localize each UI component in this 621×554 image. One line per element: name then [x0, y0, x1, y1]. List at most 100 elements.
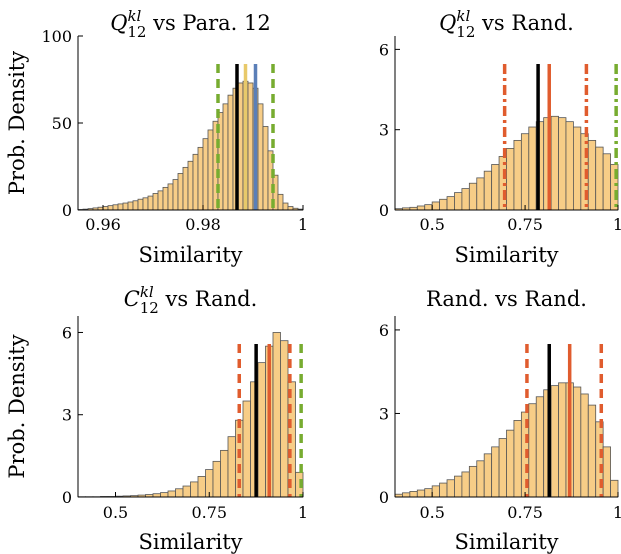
histogram-bar: [402, 492, 411, 498]
y-tick-label: 0: [62, 488, 72, 507]
histogram-bar: [498, 438, 507, 498]
histogram-bar: [277, 193, 284, 211]
histogram-bar: [190, 481, 199, 498]
histogram-bar: [416, 489, 426, 498]
histogram-bar: [132, 200, 139, 211]
chart-panel-4: 0 3 6 0.5 0.75 1 Similarity Rand. vs Rand.: [379, 287, 621, 554]
histogram-bar: [280, 340, 289, 498]
histogram-bar: [565, 121, 574, 211]
histogram-bar: [468, 465, 478, 498]
histogram-bar: [573, 386, 582, 498]
histogram-bar: [431, 485, 440, 498]
x-tick-label: 0.75: [191, 503, 227, 522]
histogram-bar: [137, 198, 144, 211]
histogram-bar: [187, 160, 194, 211]
histogram-bar: [247, 82, 254, 211]
histogram-bar: [513, 139, 522, 211]
histogram-bar: [157, 190, 164, 211]
histogram-bar: [424, 204, 433, 211]
x-tick-label: 1: [613, 215, 621, 234]
histogram-bar: [476, 460, 485, 498]
histogram-bar: [468, 182, 478, 211]
y-tick-label: 0: [379, 201, 389, 220]
histogram-bar: [409, 491, 418, 498]
y-tick-label: 0: [62, 201, 72, 220]
histogram-bar: [610, 479, 619, 498]
histogram-bar: [424, 488, 433, 498]
histogram-bar: [528, 403, 537, 498]
histogram-bar: [287, 206, 294, 211]
histogram-bar: [272, 332, 281, 498]
y-tick-label: 0: [379, 488, 389, 507]
chart-panel-3: 0 3 6 0.5 0.75 1 Similarity Prob. Density Ckl 12 …: [5, 283, 308, 554]
histogram-bar: [127, 201, 134, 211]
histogram-bar: [506, 148, 515, 211]
histogram-bar: [147, 195, 154, 211]
chart-title: Ckl 12 vs Rand.: [124, 283, 258, 317]
histogram-bar: [461, 188, 470, 211]
histogram-bar: [227, 436, 236, 498]
histogram-bar: [513, 420, 522, 498]
x-axis-label: Similarity: [138, 530, 242, 554]
x-tick-label: 1: [613, 503, 621, 522]
y-tick-label: 100: [41, 27, 72, 46]
histogram-bar: [520, 133, 530, 211]
histogram-bar: [122, 202, 129, 211]
histogram-bar: [535, 396, 545, 498]
histogram-bar: [439, 482, 448, 498]
y-axis-label: Prob. Density: [5, 334, 29, 478]
x-tick-label: 1: [298, 503, 308, 522]
y-tick-label: 3: [62, 406, 72, 425]
histogram-bar: [222, 103, 229, 211]
histogram-bar: [142, 197, 149, 211]
x-tick-label: 0.96: [85, 215, 121, 234]
histogram-bar: [587, 139, 597, 211]
chart-title: Qkl 12 vs Rand.: [439, 7, 574, 41]
x-tick-label: 0.5: [419, 503, 444, 522]
x-tick-label: 1: [298, 215, 308, 234]
histogram-bar: [107, 205, 114, 211]
histogram-bar: [550, 115, 559, 211]
histogram-bar: [257, 362, 266, 498]
histogram-bar: [506, 429, 515, 498]
histogram-bar: [416, 205, 426, 211]
histogram-bar: [160, 492, 169, 498]
histogram-bar: [112, 204, 119, 211]
histogram-bar: [431, 201, 440, 211]
histogram-bar: [117, 203, 124, 211]
histogram-bar: [202, 138, 209, 211]
x-axis-label: Similarity: [454, 243, 558, 267]
histogram-bar: [454, 475, 463, 498]
histogram-bar: [102, 206, 109, 211]
histogram-bar: [439, 198, 448, 211]
histogram-bar: [446, 479, 455, 498]
histogram-bar: [282, 202, 289, 211]
chart-panel-1: 0 50 100 0.96 0.98 1 Similarity Prob. Density Qk…: [5, 7, 308, 267]
histogram-bar: [172, 179, 179, 211]
histogram-bar: [446, 196, 455, 211]
histogram-bar: [220, 449, 229, 498]
histogram-bar: [162, 186, 169, 211]
histogram-bar: [182, 485, 191, 498]
histogram-bar: [242, 400, 251, 498]
histogram-bar: [558, 382, 567, 498]
histogram-bar: [177, 173, 184, 211]
histogram-bar: [580, 393, 589, 498]
histogram-bar: [175, 488, 184, 498]
histogram-bar: [587, 404, 597, 498]
histogram-bar: [558, 117, 567, 211]
x-axis-label: Similarity: [454, 530, 558, 554]
histogram-bar: [197, 476, 206, 498]
x-tick-label: 0.5: [103, 503, 128, 522]
histogram-bar: [152, 193, 159, 211]
histogram-bar: [167, 183, 174, 211]
histogram-bar: [227, 94, 234, 211]
histogram-bar: [595, 146, 604, 211]
histogram-bar: [461, 471, 470, 498]
chart-panel-2: 0 3 6 0.5 0.75 1 Similarity Qkl 12 vs Rand.: [379, 7, 621, 267]
histogram-bar: [602, 153, 611, 211]
histogram-bar: [262, 126, 269, 211]
histogram-bar: [212, 120, 219, 211]
y-tick-label: 6: [379, 40, 389, 59]
